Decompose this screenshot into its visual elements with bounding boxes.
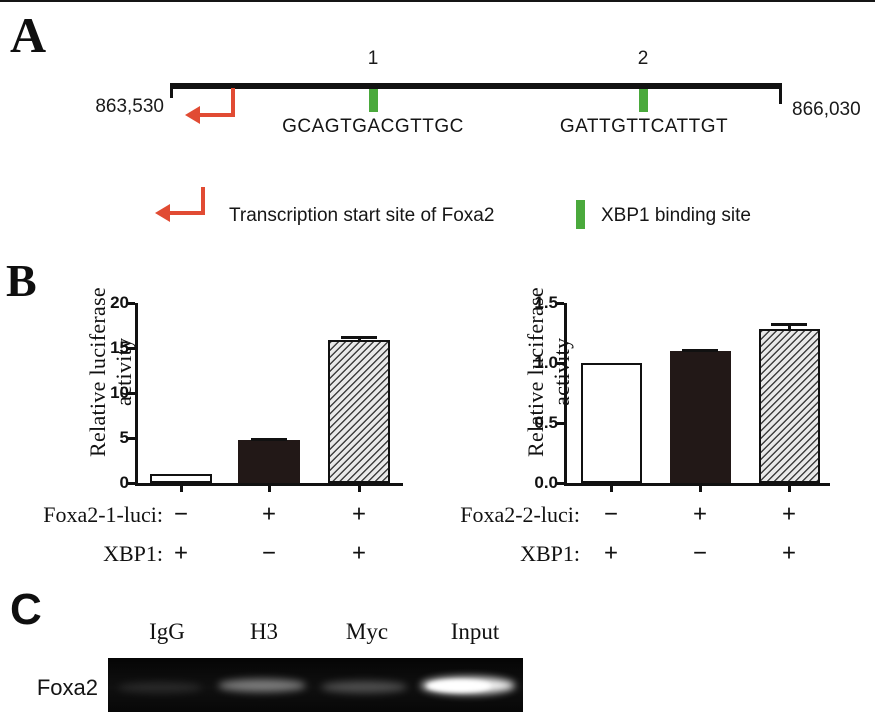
coordinate-left: 863,530	[95, 96, 164, 117]
condition-row-label: XBP1:	[103, 541, 163, 566]
binding-site-1-number: 1	[367, 48, 379, 69]
chip-gel-image	[108, 658, 523, 712]
gel-row-label: Foxa2	[36, 675, 98, 700]
y-tick-mark	[128, 392, 135, 395]
y-tick-label: 1.0	[534, 353, 558, 372]
x-tick-mark	[609, 486, 613, 492]
gel-lane-label-input: Input	[450, 619, 500, 644]
gel-lane-label-h3: H3	[249, 619, 279, 644]
tss-arrow-horizontal	[199, 113, 235, 117]
gel-lane-label-myc: Myc	[345, 619, 389, 644]
region-right-end-tick	[779, 83, 782, 104]
bar-white	[580, 363, 642, 483]
gel-band-igg	[118, 682, 202, 693]
y-tick-label: 10	[110, 383, 129, 402]
binding-site-2-number: 2	[637, 48, 649, 69]
y-tick-mark	[557, 362, 564, 365]
y-tick-label: 15	[110, 338, 129, 357]
condition-symbol: +	[173, 540, 189, 567]
legend-tss-arrow-vertical	[201, 187, 205, 215]
condition-symbol: −	[173, 501, 189, 528]
y-tick-label: 20	[110, 293, 129, 312]
error-bar-cap	[251, 438, 287, 441]
condition-symbol: −	[261, 540, 277, 567]
y-tick-label: 1.5	[534, 293, 558, 312]
gel-band-core-input	[427, 680, 491, 692]
y-tick-label: 5	[119, 428, 129, 447]
gel-band-myc	[321, 681, 407, 693]
legend-tss-label: Transcription start site of Foxa2	[229, 205, 495, 226]
x-tick-mark	[267, 486, 271, 492]
coordinate-right: 866,030	[792, 99, 861, 120]
x-axis-line	[135, 483, 403, 486]
condition-symbol: +	[781, 540, 797, 567]
binding-site-1-mark	[369, 89, 378, 112]
condition-symbol: +	[351, 540, 367, 567]
condition-symbol: +	[603, 540, 619, 567]
bar-hatched	[758, 329, 820, 483]
condition-row-label: Foxa2-1-luci:	[43, 502, 163, 527]
genomic-region-line	[170, 83, 782, 89]
binding-site-2-sequence: GATTGTTCATTGT	[559, 116, 729, 137]
condition-row-label: XBP1:	[520, 541, 580, 566]
condition-row-label: Foxa2-2-luci:	[460, 502, 580, 527]
condition-symbol: +	[261, 501, 277, 528]
y-tick-mark	[128, 437, 135, 440]
y-tick-mark	[557, 422, 564, 425]
error-bar-cap	[341, 335, 377, 339]
x-tick-mark	[787, 486, 791, 492]
y-axis-line	[564, 303, 567, 486]
error-bar-cap	[682, 348, 718, 352]
panel-c-label: C	[10, 585, 42, 634]
x-tick-mark	[179, 486, 183, 492]
x-axis-line	[564, 483, 830, 486]
bar-black	[669, 351, 731, 483]
y-axis-line	[135, 303, 138, 486]
bar-black	[238, 439, 300, 483]
legend-tss-arrowhead-icon	[155, 204, 170, 222]
condition-symbol: +	[351, 501, 367, 528]
legend-tss-arrow-horizontal	[170, 211, 205, 215]
panel-a-label: A	[10, 7, 47, 63]
y-tick-mark	[128, 347, 135, 350]
x-tick-mark	[698, 486, 702, 492]
legend-xbp1-site-icon	[576, 200, 585, 229]
gel-band-h3	[218, 679, 306, 692]
bar-hatched	[328, 339, 390, 483]
condition-symbol: −	[692, 540, 708, 567]
bar-white	[150, 474, 212, 483]
condition-symbol: +	[692, 501, 708, 528]
y-tick-mark	[128, 482, 135, 485]
panel-b-label: B	[6, 255, 37, 306]
y-tick-label: 0.0	[534, 473, 558, 492]
x-tick-mark	[357, 486, 361, 492]
y-tick-mark	[557, 302, 564, 305]
error-bar-stem	[787, 322, 791, 330]
tss-arrow-vertical	[231, 88, 235, 117]
error-bar-cap	[771, 322, 807, 326]
condition-symbol: +	[781, 501, 797, 528]
y-tick-label: 0	[119, 473, 129, 492]
tss-arrowhead-icon	[185, 106, 200, 124]
binding-site-2-mark	[639, 89, 648, 112]
y-tick-mark	[128, 302, 135, 305]
legend-xbp1-label: XBP1 binding site	[601, 205, 751, 226]
region-left-end-tick	[170, 83, 173, 98]
y-tick-label: 0.5	[534, 413, 558, 432]
y-tick-mark	[557, 482, 564, 485]
binding-site-1-sequence: GCAGTGACGTTGC	[282, 116, 464, 137]
gel-lane-label-igg: IgG	[149, 619, 185, 644]
condition-symbol: −	[603, 501, 619, 528]
